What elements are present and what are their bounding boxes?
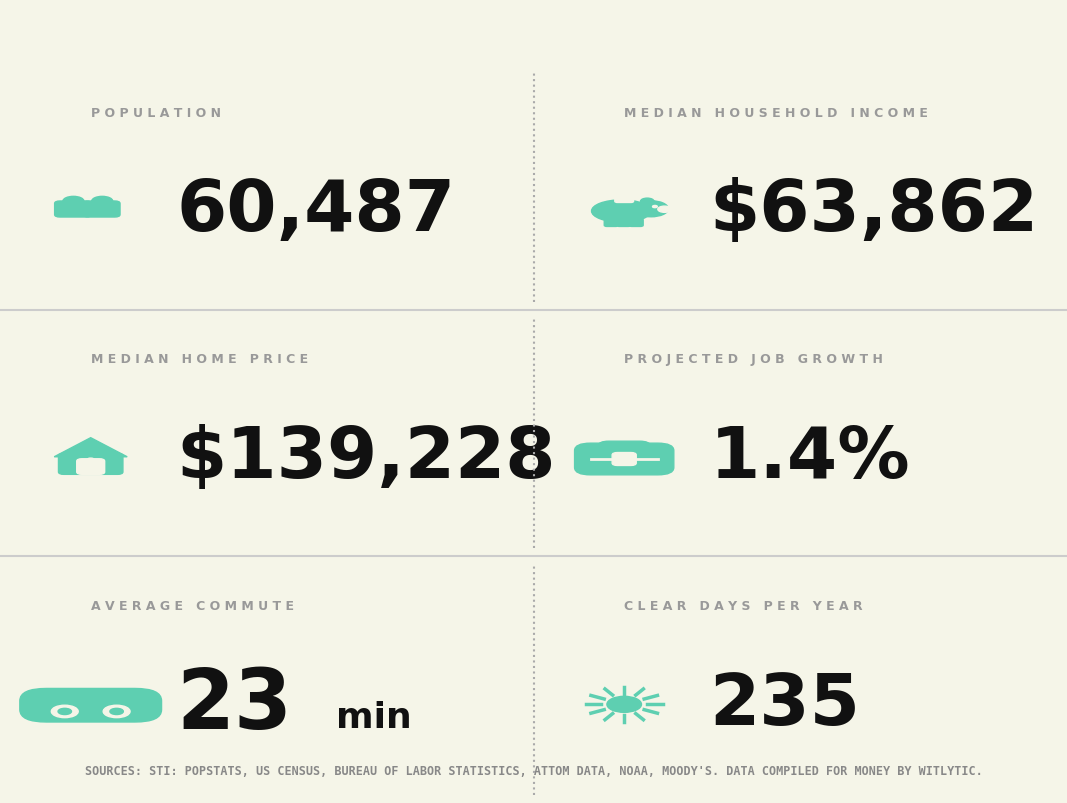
Circle shape xyxy=(103,705,130,718)
Polygon shape xyxy=(54,438,127,457)
FancyBboxPatch shape xyxy=(83,202,121,218)
FancyBboxPatch shape xyxy=(20,689,161,722)
Text: 60,487: 60,487 xyxy=(176,177,456,247)
Circle shape xyxy=(653,206,657,209)
Circle shape xyxy=(110,708,124,715)
FancyBboxPatch shape xyxy=(54,202,92,218)
Text: C L E A R   D A Y S   P E R   Y E A R: C L E A R D A Y S P E R Y E A R xyxy=(624,599,863,613)
Circle shape xyxy=(634,202,668,218)
Circle shape xyxy=(640,199,654,205)
FancyBboxPatch shape xyxy=(77,459,105,475)
Text: 1.4%: 1.4% xyxy=(710,424,910,492)
Circle shape xyxy=(657,207,671,213)
Text: $63,862: $63,862 xyxy=(710,177,1038,247)
Circle shape xyxy=(607,696,641,712)
Text: P R O J E C T E D   J O B   G R O W T H: P R O J E C T E D J O B G R O W T H xyxy=(624,353,883,366)
Circle shape xyxy=(63,197,84,207)
FancyBboxPatch shape xyxy=(575,443,674,475)
Circle shape xyxy=(86,459,95,462)
FancyBboxPatch shape xyxy=(615,199,634,203)
FancyBboxPatch shape xyxy=(604,219,618,227)
Text: M E D I A N   H O U S E H O L D   I N C O M E: M E D I A N H O U S E H O L D I N C O M … xyxy=(624,107,928,120)
Text: M E D I A N   H O M E   P R I C E: M E D I A N H O M E P R I C E xyxy=(91,353,307,366)
Text: P O P U L A T I O N: P O P U L A T I O N xyxy=(91,107,221,120)
FancyBboxPatch shape xyxy=(59,454,123,475)
Text: A V E R A G E   C O M M U T E: A V E R A G E C O M M U T E xyxy=(91,599,293,613)
Text: 23: 23 xyxy=(176,664,292,745)
FancyBboxPatch shape xyxy=(630,219,643,227)
Circle shape xyxy=(92,197,113,207)
Ellipse shape xyxy=(591,201,651,222)
Circle shape xyxy=(51,705,78,718)
Text: $139,228: $139,228 xyxy=(176,424,556,492)
Polygon shape xyxy=(60,692,122,701)
FancyBboxPatch shape xyxy=(599,442,650,456)
Circle shape xyxy=(58,708,71,715)
FancyBboxPatch shape xyxy=(612,453,636,466)
Text: 235: 235 xyxy=(710,670,860,739)
Text: SOURCES: STI: POPSTATS, US CENSUS, BUREAU OF LABOR STATISTICS, ATTOM DATA, NOAA,: SOURCES: STI: POPSTATS, US CENSUS, BUREA… xyxy=(84,764,983,777)
Text: min: min xyxy=(336,699,412,734)
FancyBboxPatch shape xyxy=(617,219,631,227)
